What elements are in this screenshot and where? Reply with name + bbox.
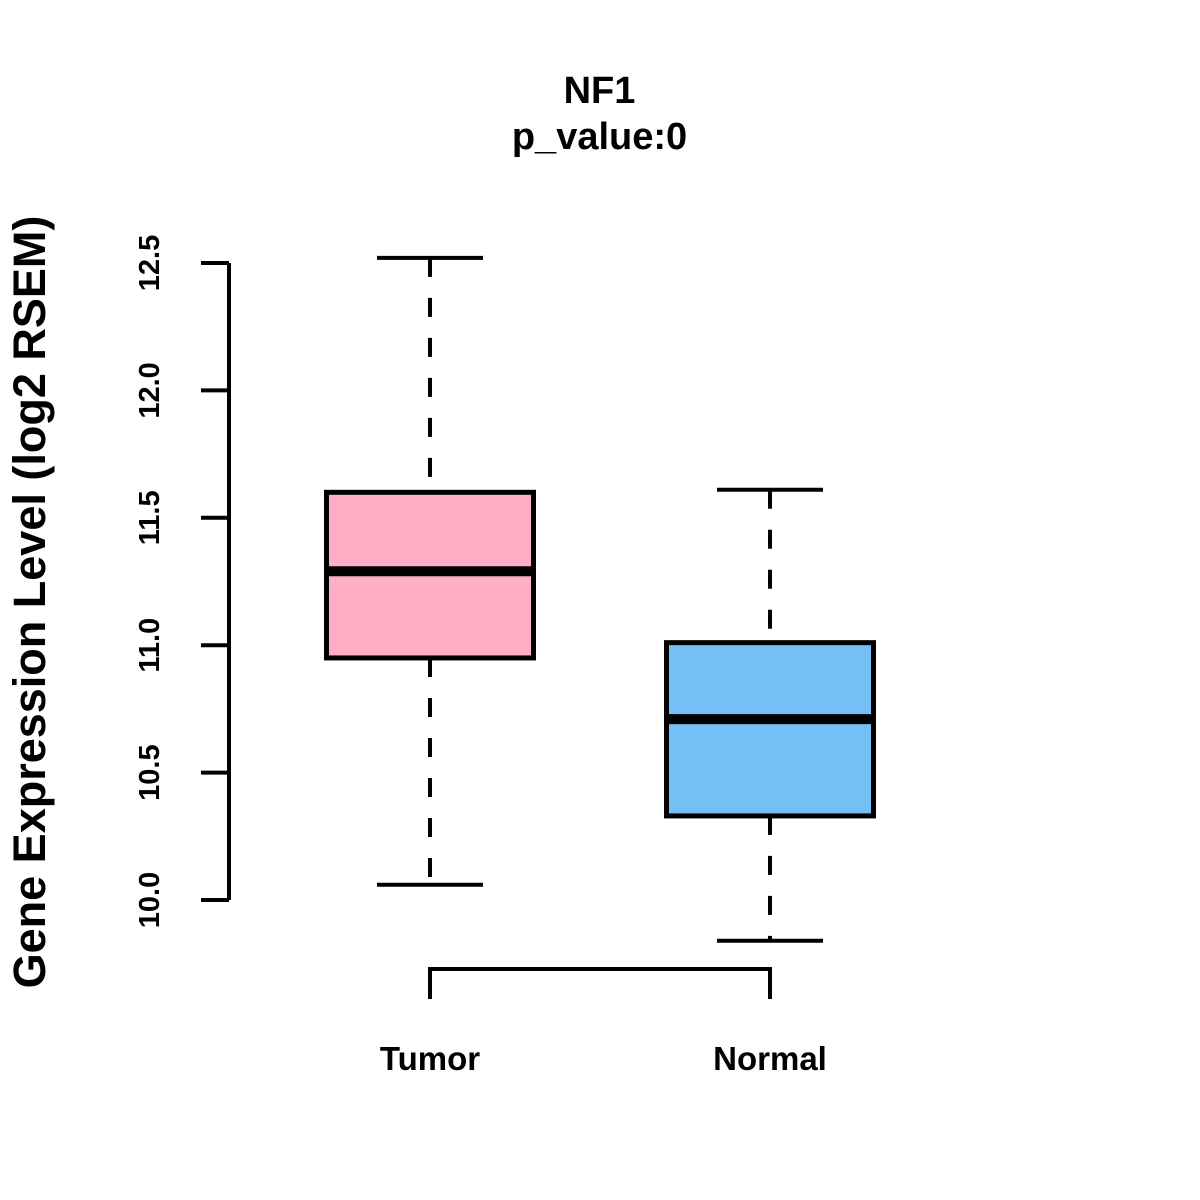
y-tick-label: 10.5 [134, 744, 166, 800]
normal-box [664, 640, 876, 819]
x-axis-bracket [428, 967, 772, 999]
x-label-tumor: Tumor [380, 1040, 480, 1077]
y-tick-label: 10.0 [134, 872, 166, 928]
y-tick-label: 11.0 [134, 618, 166, 673]
chart-title-block: NF1 p_value:0 [229, 68, 970, 160]
y-tick-label: 12.5 [134, 235, 166, 291]
chart-title: NF1 [563, 70, 636, 112]
y-tick-label: 11.5 [134, 490, 166, 545]
chart-subtitle: p_value:0 [511, 116, 688, 158]
y-axis-title: Gene Expression Level (log2 RSEM) [4, 215, 55, 989]
y-tick-label: 12.0 [134, 362, 166, 418]
x-label-normal: Normal [713, 1040, 827, 1077]
